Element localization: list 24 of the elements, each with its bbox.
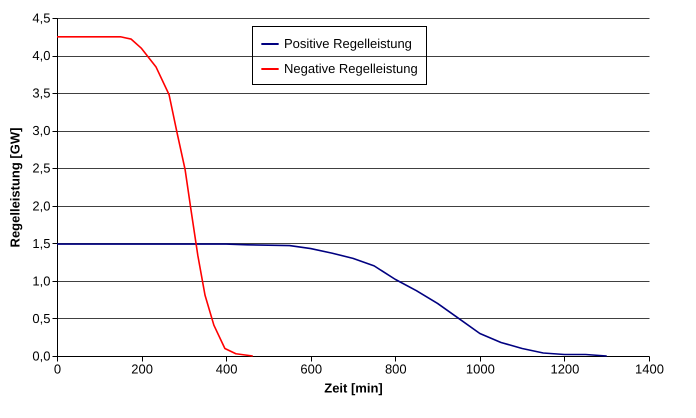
y-tick-label: 4,0: [32, 48, 50, 64]
y-tick-label: 1,0: [32, 273, 50, 288]
x-tick-label: 400: [216, 362, 238, 376]
x-tick-label: 1000: [466, 362, 495, 376]
x-tick-label: 1200: [550, 362, 580, 376]
x-axis-title: Zeit [min]: [324, 380, 383, 396]
y-tick-label: 0,0: [32, 348, 50, 364]
x-tick-label: 1400: [635, 362, 664, 376]
y-tick-label: 2,0: [32, 198, 50, 214]
y-tick-label: 0,5: [32, 310, 50, 326]
x-tick-label: 0: [54, 362, 62, 376]
line-series: [56, 36, 254, 357]
y-tick-label: 1,5: [32, 236, 50, 251]
y-tick-label: 2,5: [32, 160, 50, 176]
y-tick-label: 3,5: [32, 86, 50, 101]
legend-label: Negative Regelleistung: [284, 61, 418, 76]
x-tick-label: 600: [300, 362, 322, 376]
y-tick-label: 3,0: [32, 123, 50, 138]
y-axis-title: Regelleistung [GW]: [7, 128, 22, 248]
line-series: [56, 243, 608, 357]
x-tick-label: 800: [384, 362, 407, 376]
y-tick-label: 4,5: [32, 10, 50, 26]
legend-label: Positive Regelleistung: [284, 36, 412, 51]
x-tick-label: 200: [131, 362, 153, 376]
